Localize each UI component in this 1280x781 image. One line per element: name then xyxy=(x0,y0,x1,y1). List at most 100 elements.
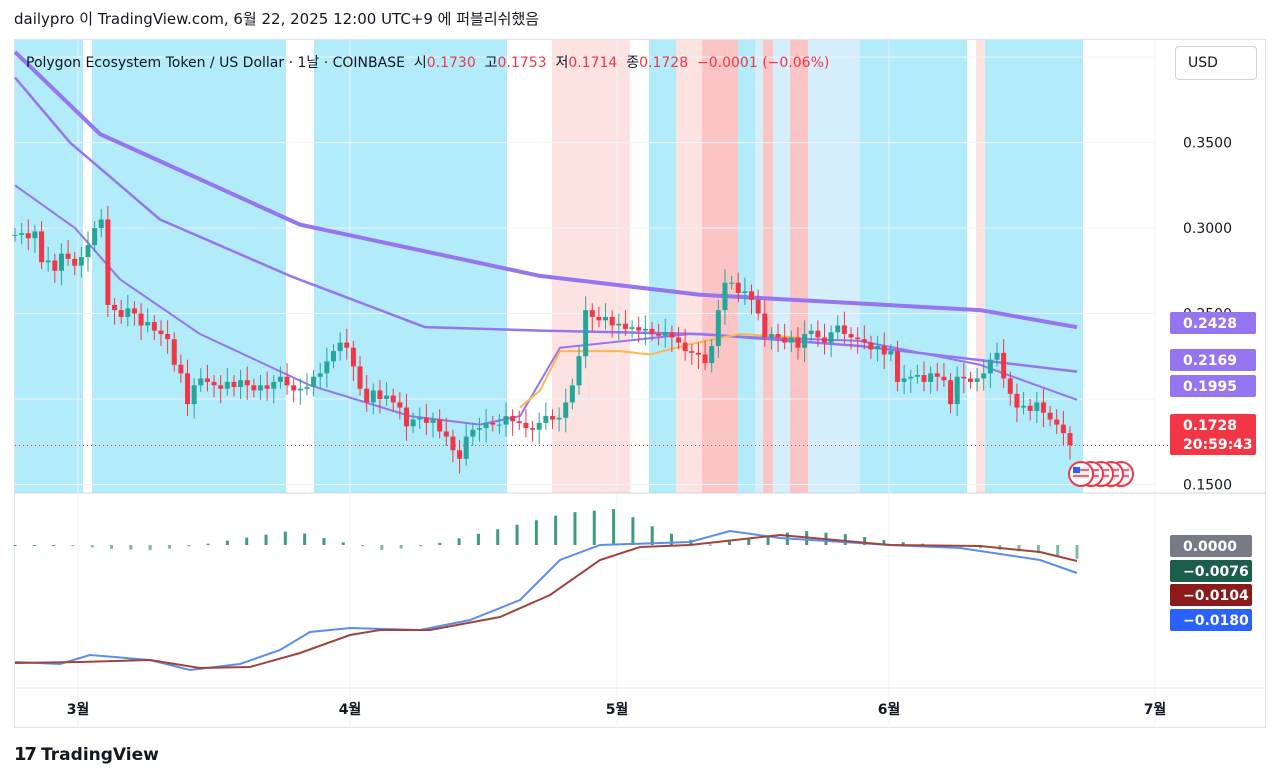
candle-body xyxy=(841,325,847,335)
candle-body xyxy=(65,253,71,259)
macd-badge-label: −0.0180 xyxy=(1183,613,1249,629)
macd-histogram-bar xyxy=(901,542,905,545)
macd-histogram-bar xyxy=(380,545,384,550)
chart-frame[interactable] xyxy=(14,39,1266,728)
low-label: 저 xyxy=(555,55,569,71)
candle-body xyxy=(39,231,45,263)
candle-body xyxy=(855,337,861,340)
price-badge-box xyxy=(1170,433,1256,455)
candle-body xyxy=(656,334,662,336)
candle-body xyxy=(941,376,947,381)
macd-histogram-bar xyxy=(708,544,712,546)
candle-body xyxy=(875,345,881,350)
candle-body xyxy=(556,417,562,420)
candle-body xyxy=(649,328,655,335)
macd-badge: −0.0180 xyxy=(1170,609,1252,631)
tv-logo-icon: 17 xyxy=(14,744,37,765)
candle-body xyxy=(423,417,429,423)
macd-histogram-bar xyxy=(283,531,287,545)
candle-body xyxy=(185,373,191,405)
us-flag-icon xyxy=(1068,461,1094,487)
price-tick-label: 0.1500 xyxy=(1183,477,1232,493)
macd-histogram-bar xyxy=(1056,545,1060,556)
candle-body xyxy=(762,313,768,338)
candle-body xyxy=(1034,402,1040,411)
ma-50-line xyxy=(14,184,1078,426)
candle-body xyxy=(782,337,788,343)
candle-body xyxy=(430,419,436,423)
background-bands xyxy=(15,40,1083,493)
candle-body xyxy=(669,332,675,338)
candle-body xyxy=(403,407,409,427)
macd-badge: 0.0000 xyxy=(1170,535,1252,557)
candle-body xyxy=(881,345,887,355)
candle-body xyxy=(45,260,51,263)
candle-body xyxy=(755,299,761,314)
macd-histogram-bar xyxy=(13,545,17,546)
macd-histogram-bar xyxy=(129,545,133,550)
tv-logo-text: TradingView xyxy=(41,745,159,765)
signal-band xyxy=(976,40,985,493)
macd-badge-box xyxy=(1170,609,1252,631)
high-label: 고 xyxy=(484,55,498,71)
macd-badge-box xyxy=(1170,535,1252,557)
macd-histogram-bar xyxy=(187,545,191,547)
candle-body xyxy=(238,380,244,388)
ma-20-line xyxy=(519,333,801,409)
candle-body xyxy=(815,330,821,338)
candle-body xyxy=(974,378,980,382)
candle-body xyxy=(768,334,774,338)
candle-body xyxy=(304,387,310,389)
candle-body xyxy=(496,424,502,426)
candle-body xyxy=(25,233,31,239)
macd-histogram-bar xyxy=(71,545,75,546)
candlestick-series xyxy=(12,205,1170,474)
macd-histogram-bar xyxy=(534,520,538,545)
signal-band xyxy=(985,40,1083,493)
signal-band xyxy=(773,40,790,493)
signal-band xyxy=(860,40,967,493)
candle-body xyxy=(642,328,648,331)
macd-histogram-bar xyxy=(515,524,519,545)
candle-body xyxy=(908,376,914,379)
candle-body xyxy=(204,378,210,382)
candle-body xyxy=(563,402,569,418)
price-badge: 0.2169 xyxy=(1170,349,1256,371)
open-label: 시 xyxy=(413,55,427,71)
candle-body xyxy=(138,313,144,326)
candle-body xyxy=(676,337,682,343)
candle-body xyxy=(828,332,834,343)
candle-body xyxy=(410,419,416,427)
candle-body xyxy=(364,388,370,403)
candle-body xyxy=(1047,412,1053,420)
price-badge-box xyxy=(1170,414,1256,436)
macd-badge: −0.0076 xyxy=(1170,560,1252,582)
macd-histogram-bar xyxy=(1017,545,1021,552)
macd-histogram-bar xyxy=(476,533,480,545)
candle-body xyxy=(749,291,755,300)
price-badge-box xyxy=(1170,349,1256,371)
price-badge: 20:59:43 xyxy=(1170,433,1256,455)
macd-badge-box xyxy=(1170,584,1252,606)
currency-button[interactable]: USD xyxy=(1175,46,1257,80)
time-tick-label: 3월 xyxy=(67,701,90,718)
candle-body xyxy=(171,339,177,365)
signal-band xyxy=(763,40,773,493)
candle-body xyxy=(324,361,330,374)
tradingview-logo[interactable]: 17 TradingView xyxy=(14,744,159,765)
candle-body xyxy=(78,257,84,266)
candle-body xyxy=(543,416,549,423)
signal-band xyxy=(790,40,808,493)
candle-body xyxy=(715,310,721,346)
us-flag-markers xyxy=(1068,461,1134,487)
candle-body xyxy=(948,380,954,405)
candle-body xyxy=(689,351,695,353)
candle-body xyxy=(251,385,257,391)
macd-histogram-bar xyxy=(1075,545,1079,559)
ma-200-line xyxy=(13,50,1078,330)
candle-body xyxy=(450,436,456,451)
macd-badge-box xyxy=(1170,560,1252,582)
signal-band xyxy=(755,40,763,493)
candle-body xyxy=(231,381,237,388)
